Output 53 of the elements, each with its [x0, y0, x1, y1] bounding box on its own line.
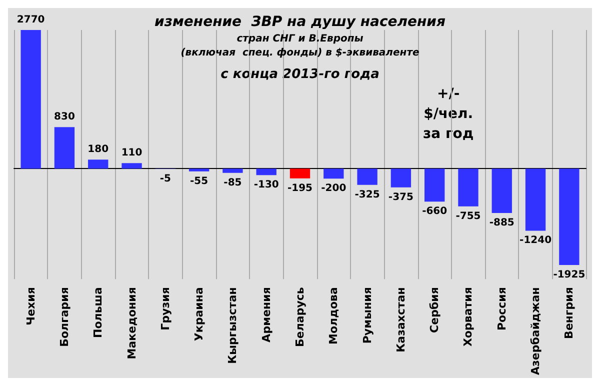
x-tick-label: Болгария — [58, 287, 71, 347]
bar — [357, 168, 378, 185]
x-tick-label: Румыния — [360, 287, 374, 344]
data-label: 2770 — [16, 14, 45, 26]
x-tick-label: Сербия — [428, 287, 442, 333]
data-label: -130 — [254, 180, 279, 191]
data-label: -885 — [489, 217, 514, 228]
data-label: -660 — [422, 206, 448, 218]
bar — [54, 127, 75, 169]
bar — [188, 168, 210, 172]
bar — [525, 168, 546, 231]
x-tick-label: Беларусь — [294, 287, 306, 347]
data-label: 110 — [121, 148, 142, 159]
bar — [324, 168, 344, 179]
x-tick-label: Армения — [260, 287, 273, 342]
x-tick-label: Россия — [495, 287, 508, 331]
x-tick-label: Азербайджан — [529, 287, 542, 376]
x-tick-label: Хорватия — [462, 287, 475, 347]
bar — [122, 163, 142, 169]
data-label: 180 — [88, 144, 109, 156]
bar — [424, 168, 445, 202]
text: стран СНГ и В.Европы (включая спец. фонды) в $-эквиваленте — [180, 34, 420, 58]
x-tick-label: Македония — [125, 287, 138, 360]
x-tick-label: Польша — [92, 287, 105, 338]
x-tick-label: Грузия — [158, 287, 172, 330]
x-tick-label: Кыргызстан — [226, 287, 240, 364]
bar — [20, 30, 41, 169]
annotation: с конца 2013-го года — [220, 67, 380, 82]
bar — [290, 168, 310, 178]
x-tick-label: Венгрия — [562, 287, 576, 339]
bar — [256, 168, 276, 176]
data-label: -195 — [287, 182, 313, 194]
bar — [222, 168, 243, 173]
data-label: -755 — [456, 210, 481, 222]
data-label: -1240 — [520, 235, 552, 246]
data-label: -375 — [388, 192, 414, 203]
bar — [88, 160, 108, 169]
data-label: -1925 — [553, 269, 586, 280]
x-tick-label: Молдова — [327, 287, 340, 344]
bar — [390, 168, 412, 188]
data-label: -325 — [354, 189, 380, 200]
bar — [559, 168, 580, 265]
x-tick-label: Чехия — [24, 287, 38, 326]
data-label: -55 — [190, 176, 208, 187]
data-label: -200 — [321, 183, 346, 194]
x-tick-label: Казахстан — [394, 287, 408, 352]
data-label: -85 — [224, 177, 242, 188]
bar — [458, 168, 478, 206]
data-label: -5 — [160, 173, 172, 184]
bar — [492, 168, 512, 213]
chart-title: изменение ЗВР на душу населения — [154, 14, 446, 30]
x-tick-label: Украина — [192, 287, 206, 342]
data-label: 830 — [54, 112, 75, 123]
